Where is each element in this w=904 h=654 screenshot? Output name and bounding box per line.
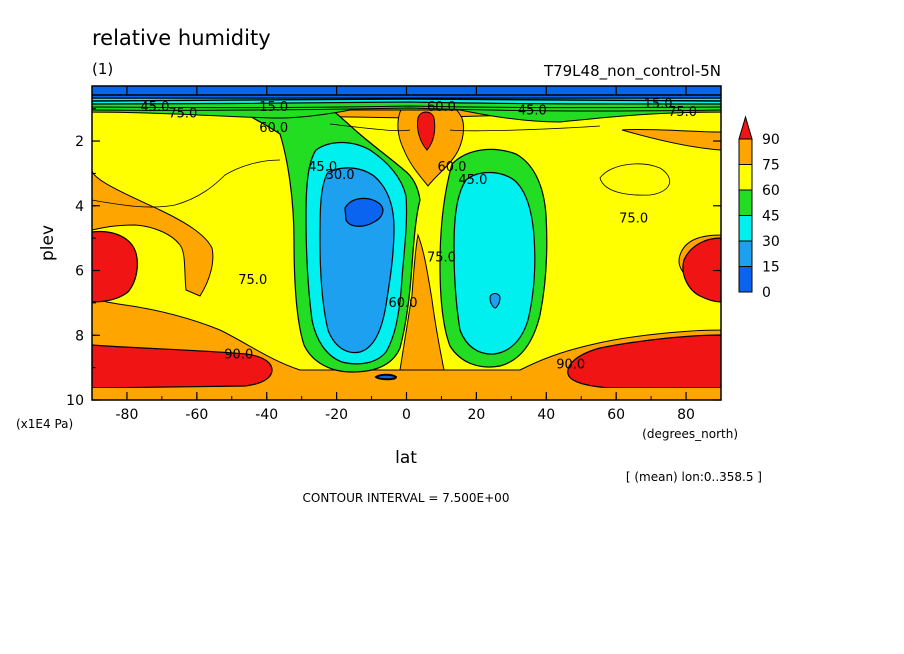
contour-line-inner-left (92, 159, 281, 208)
fill-top-red (417, 111, 436, 151)
colorbar: 0 15 30 45 60 75 90 (738, 115, 780, 301)
colorbar-segment (738, 240, 753, 267)
x-axis-label: lat (395, 448, 417, 468)
contour-label: 90.0 (556, 357, 585, 372)
fill-left-mid-red (92, 230, 138, 303)
colorbar-label: 30 (762, 234, 780, 250)
y-tick-label: 4 (75, 199, 84, 215)
colorbar-label: 45 (762, 209, 780, 225)
chart-subtitle: (1) (92, 60, 113, 78)
contour-lines-top (92, 94, 721, 112)
colorbar-label: 60 (762, 183, 780, 199)
y-tick-label: 2 (75, 134, 84, 150)
contour-label: 45.0 (458, 173, 487, 188)
chart-title: relative humidity (92, 26, 271, 50)
fill-small-blob (374, 373, 398, 381)
colorbar-segment (738, 138, 753, 165)
colorbar-label: 0 (762, 285, 771, 301)
contour-label: 30.0 (326, 168, 355, 183)
y-axis-units: (x1E4 Pa) (16, 417, 73, 431)
y-tick-label: 10 (66, 393, 84, 409)
colorbar-extend-triangle (738, 115, 753, 140)
contour-interval-text: CONTOUR INTERVAL = 7.500E+00 (303, 491, 510, 505)
contour-label: 75.0 (427, 251, 456, 266)
x-tick-label: 60 (607, 407, 625, 423)
colorbar-segment (738, 266, 753, 293)
colorbar-segment (738, 215, 753, 242)
contour-label: 75.0 (238, 273, 267, 288)
fill-right-lower-red (567, 334, 721, 389)
contour-label: 75.0 (668, 105, 697, 120)
colorbar-label: 75 (762, 158, 780, 174)
fill-top-cyan (92, 97, 721, 103)
mean-note: [ (mean) lon:0..358.5 ] (626, 470, 762, 484)
contour-label: 45.0 (140, 100, 169, 115)
contour-label: 45.0 (518, 103, 547, 118)
x-tick-label: -40 (255, 407, 278, 423)
contour-label: 60.0 (389, 296, 418, 311)
contour-line-inner-right (599, 163, 671, 196)
fill-left-lower-red (92, 344, 273, 389)
x-axis: -80 -60 -40 -20 0 20 40 60 80 (91, 86, 722, 423)
x-tick-label: -60 (185, 407, 208, 423)
fill-left-blue (344, 197, 384, 227)
colorbar-segment (738, 189, 753, 216)
x-tick-label: 0 (402, 407, 411, 423)
contour-plot (91, 85, 722, 401)
fill-right-mid-red (682, 237, 721, 303)
y-axis: 2 4 6 8 10 (66, 108, 721, 409)
contour-label: 60.0 (427, 100, 456, 115)
contour-label: 90.0 (224, 348, 253, 363)
contour-labels: 15.045.0 75.060.045.030.060.0 45.0 15.075.0… (140, 97, 697, 373)
contour-line-topband (329, 123, 601, 132)
contour-label: 60.0 (259, 121, 288, 136)
colorbar-label: 90 (762, 132, 780, 148)
contour-label: 60.0 (437, 160, 466, 175)
x-axis-units: (degrees_north) (642, 427, 738, 441)
y-tick-label: 8 (75, 328, 84, 344)
contour-label: 15.0 (644, 97, 673, 112)
experiment-label: T79L48_non_control-5N (543, 62, 721, 81)
colorbar-segment (738, 164, 753, 191)
colorbar-label: 15 (762, 260, 780, 276)
contour-label: 75.0 (168, 107, 197, 122)
x-tick-label: -20 (325, 407, 348, 423)
contour-label: 15.0 (259, 100, 288, 115)
x-tick-label: 80 (677, 407, 695, 423)
x-tick-label: 20 (467, 407, 485, 423)
contour-label: 75.0 (619, 212, 648, 227)
y-tick-label: 6 (75, 264, 84, 280)
fill-right-blue (489, 293, 501, 309)
fill-right-cyan (453, 171, 536, 355)
x-tick-label: -80 (116, 407, 139, 423)
x-tick-label: 40 (537, 407, 555, 423)
y-axis-label: plev (38, 225, 58, 261)
fill-central-orange (399, 233, 445, 371)
contour-label: 45.0 (308, 160, 337, 175)
